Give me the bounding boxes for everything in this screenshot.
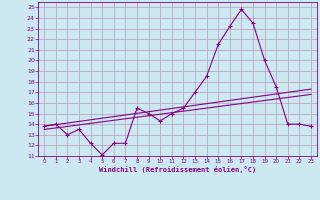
X-axis label: Windchill (Refroidissement éolien,°C): Windchill (Refroidissement éolien,°C) (99, 166, 256, 173)
